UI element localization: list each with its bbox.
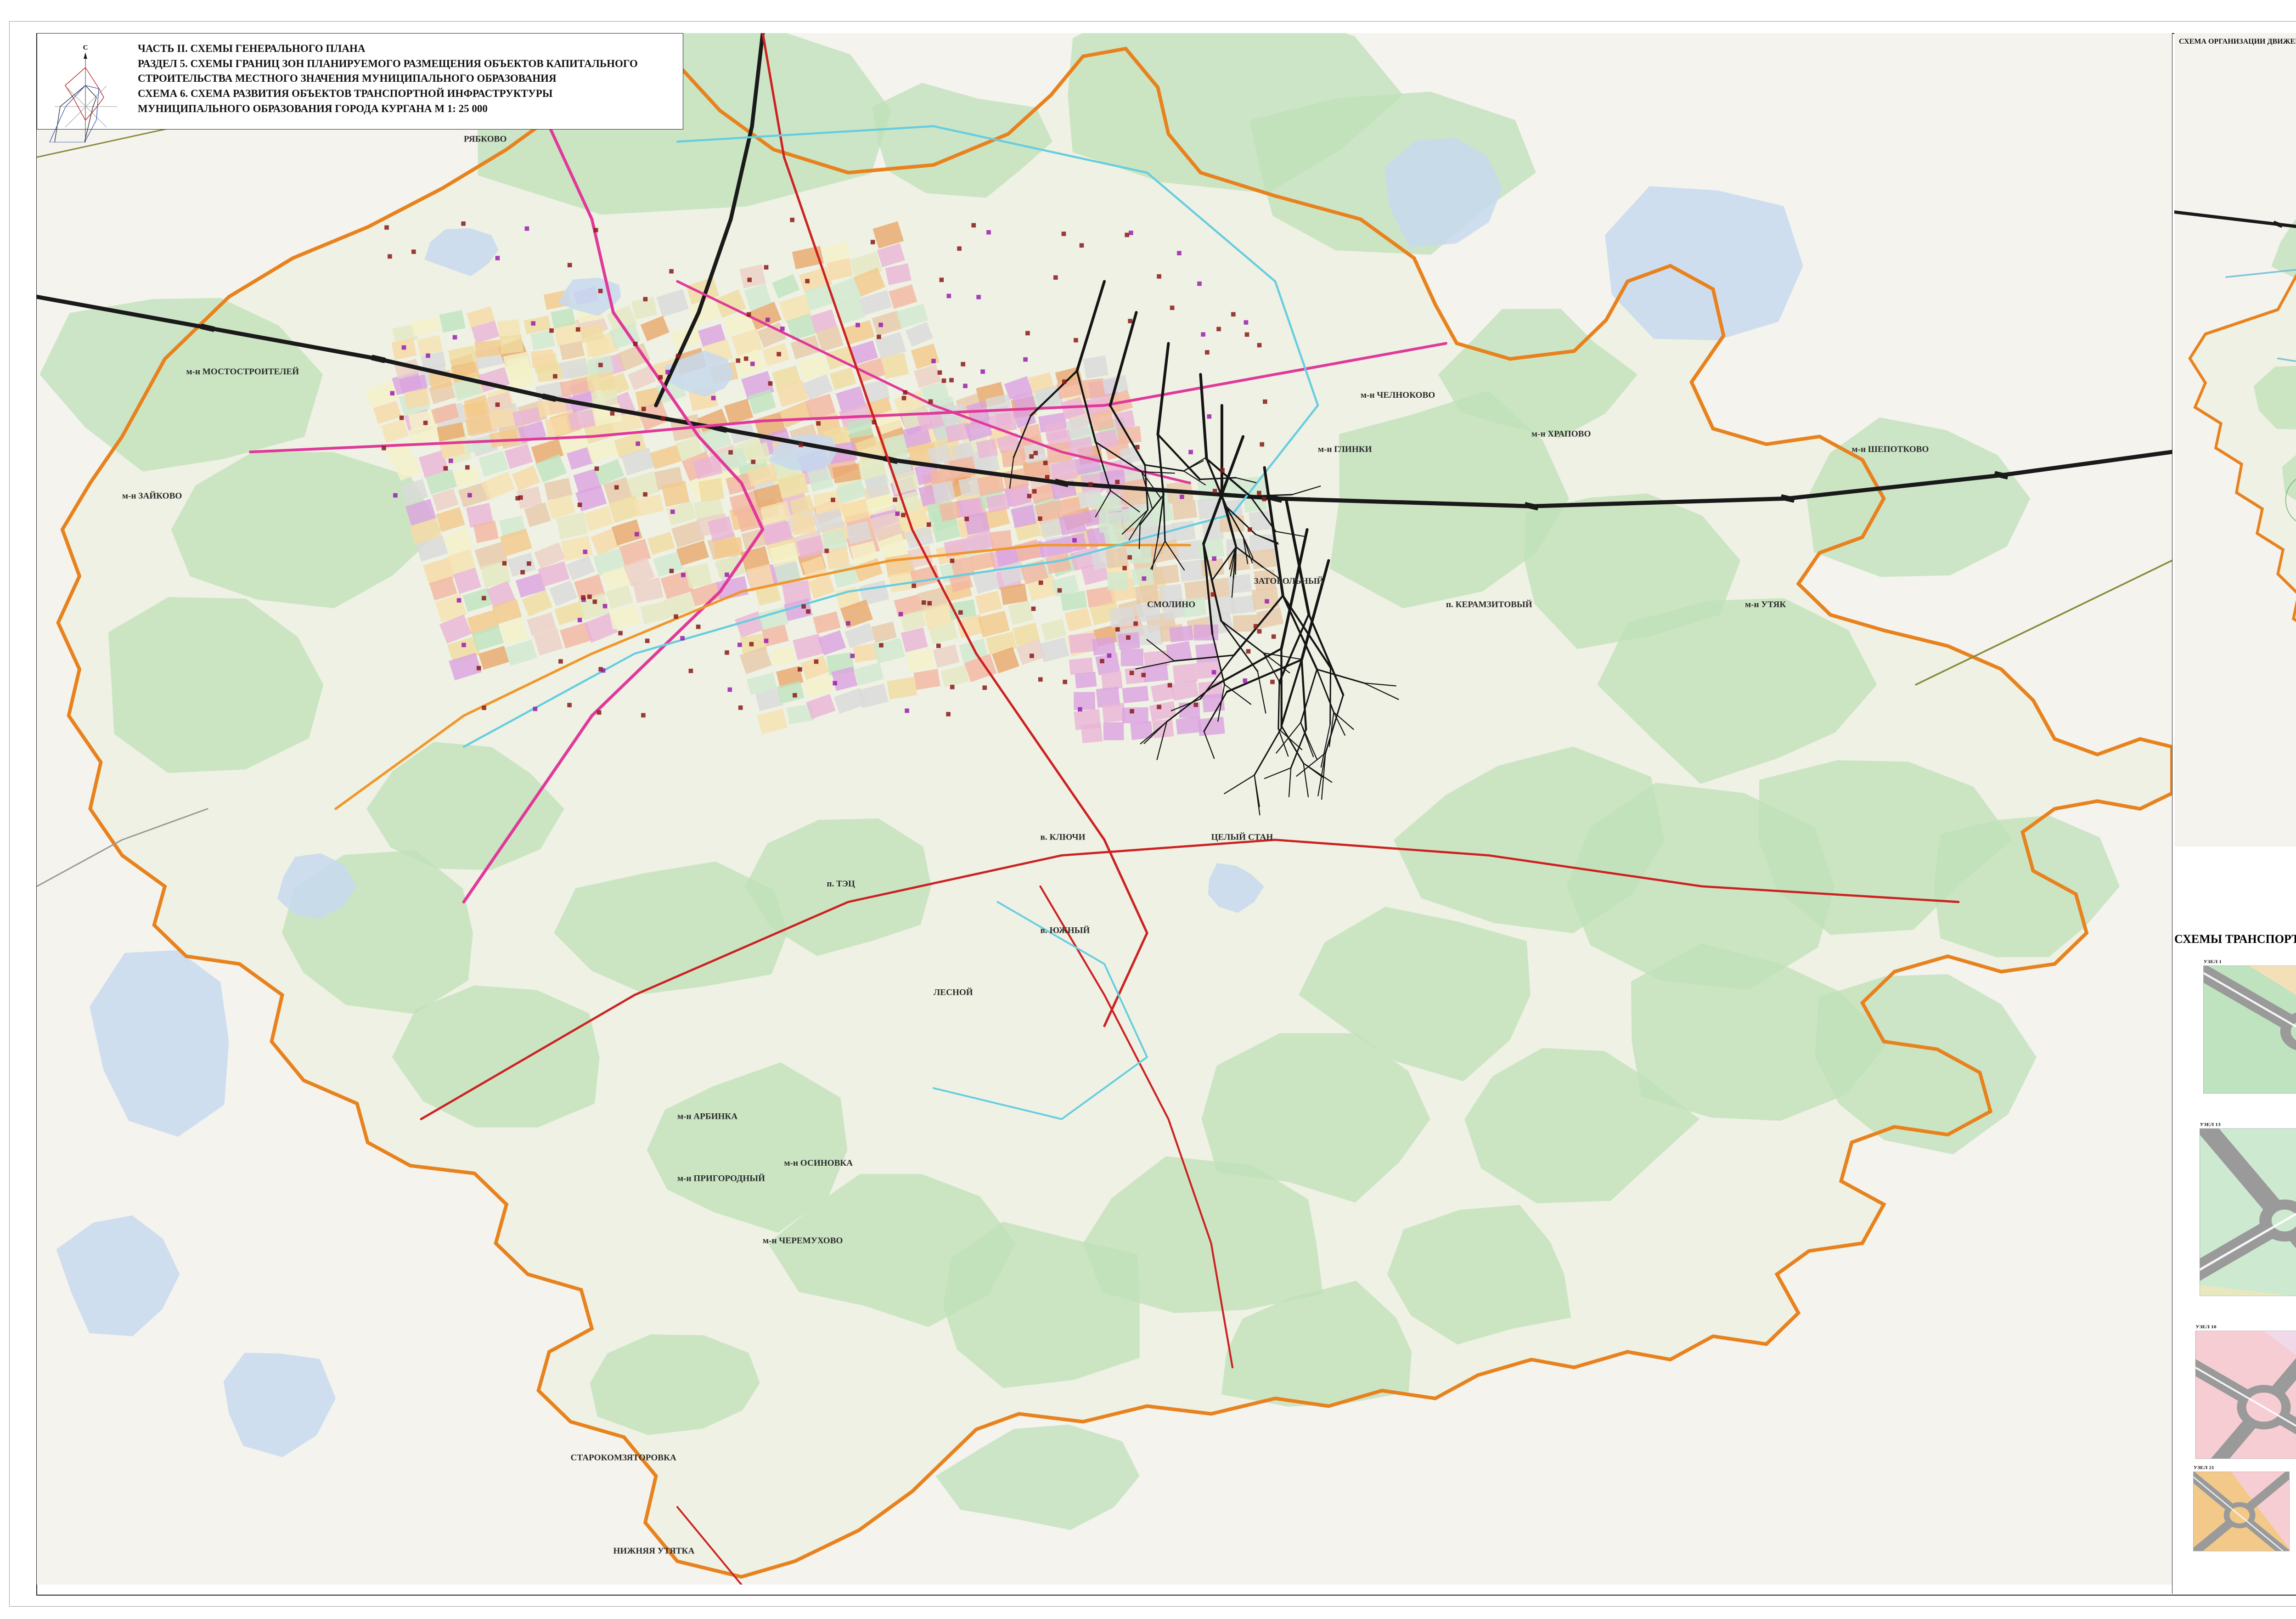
svg-text:м-н ОСИНОВКА: м-н ОСИНОВКА [784, 1158, 853, 1168]
svg-text:м-н ГЛИНКИ: м-н ГЛИНКИ [1318, 445, 1372, 454]
svg-text:м-н МОСТОСТРОИТЕЛЕЙ: м-н МОСТОСТРОИТЕЛЕЙ [186, 367, 299, 377]
svg-text:м-н ЧЕРЕМУХОВО: м-н ЧЕРЕМУХОВО [763, 1236, 843, 1246]
svg-text:в. КЛЮЧИ: в. КЛЮЧИ [1041, 833, 1086, 842]
svg-text:ЦЕЛЫЙ СТАН: ЦЕЛЫЙ СТАН [1211, 832, 1273, 842]
svg-text:УЗЕЛ 10: УЗЕЛ 10 [2195, 1325, 2216, 1330]
svg-text:п. ТЭЦ: п. ТЭЦ [827, 879, 855, 889]
svg-text:п. КЕРАМЗИТОВЫЙ: п. КЕРАМЗИТОВЫЙ [1446, 599, 1532, 609]
svg-text:м-н АРБИНКА: м-н АРБИНКА [677, 1112, 737, 1122]
svg-text:С: С [83, 44, 88, 51]
svg-text:м-н ПРИГОРОДНЫЙ: м-н ПРИГОРОДНЫЙ [677, 1173, 765, 1184]
svg-text:УЗЕЛ 1: УЗЕЛ 1 [2204, 960, 2222, 965]
svg-text:м-н УТЯК: м-н УТЯК [1745, 600, 1786, 609]
svg-text:РЯБКОВО: РЯБКОВО [464, 134, 506, 144]
svg-text:УЗЕЛ 13: УЗЕЛ 13 [2200, 1123, 2221, 1127]
svg-text:СМОЛИНО: СМОЛИНО [1147, 600, 1195, 609]
svg-text:в. ЮЖНЫЙ: в. ЮЖНЫЙ [1041, 925, 1090, 935]
svg-text:ЛЕСНОЙ: ЛЕСНОЙ [934, 987, 973, 997]
svg-text:УЗЕЛ 21: УЗЕЛ 21 [2194, 1466, 2214, 1471]
svg-text:м-н ЗАЙКОВО: м-н ЗАЙКОВО [122, 491, 182, 501]
svg-text:ЗАТОБОЛЬНЫЙ: ЗАТОБОЛЬНЫЙ [1254, 576, 1324, 586]
svg-text:м-н ШЕПОТКОВО: м-н ШЕПОТКОВО [1852, 445, 1929, 454]
svg-text:м-н ЧЕЛНОКОВО: м-н ЧЕЛНОКОВО [1361, 390, 1435, 400]
svg-text:СТАРОКОМЗЯТОРОВКА: СТАРОКОМЗЯТОРОВКА [571, 1453, 677, 1463]
svg-text:НИЖНЯЯ УТЯТКА: НИЖНЯЯ УТЯТКА [613, 1546, 695, 1556]
svg-text:м-н ХРАПОВО: м-н ХРАПОВО [1531, 429, 1591, 439]
